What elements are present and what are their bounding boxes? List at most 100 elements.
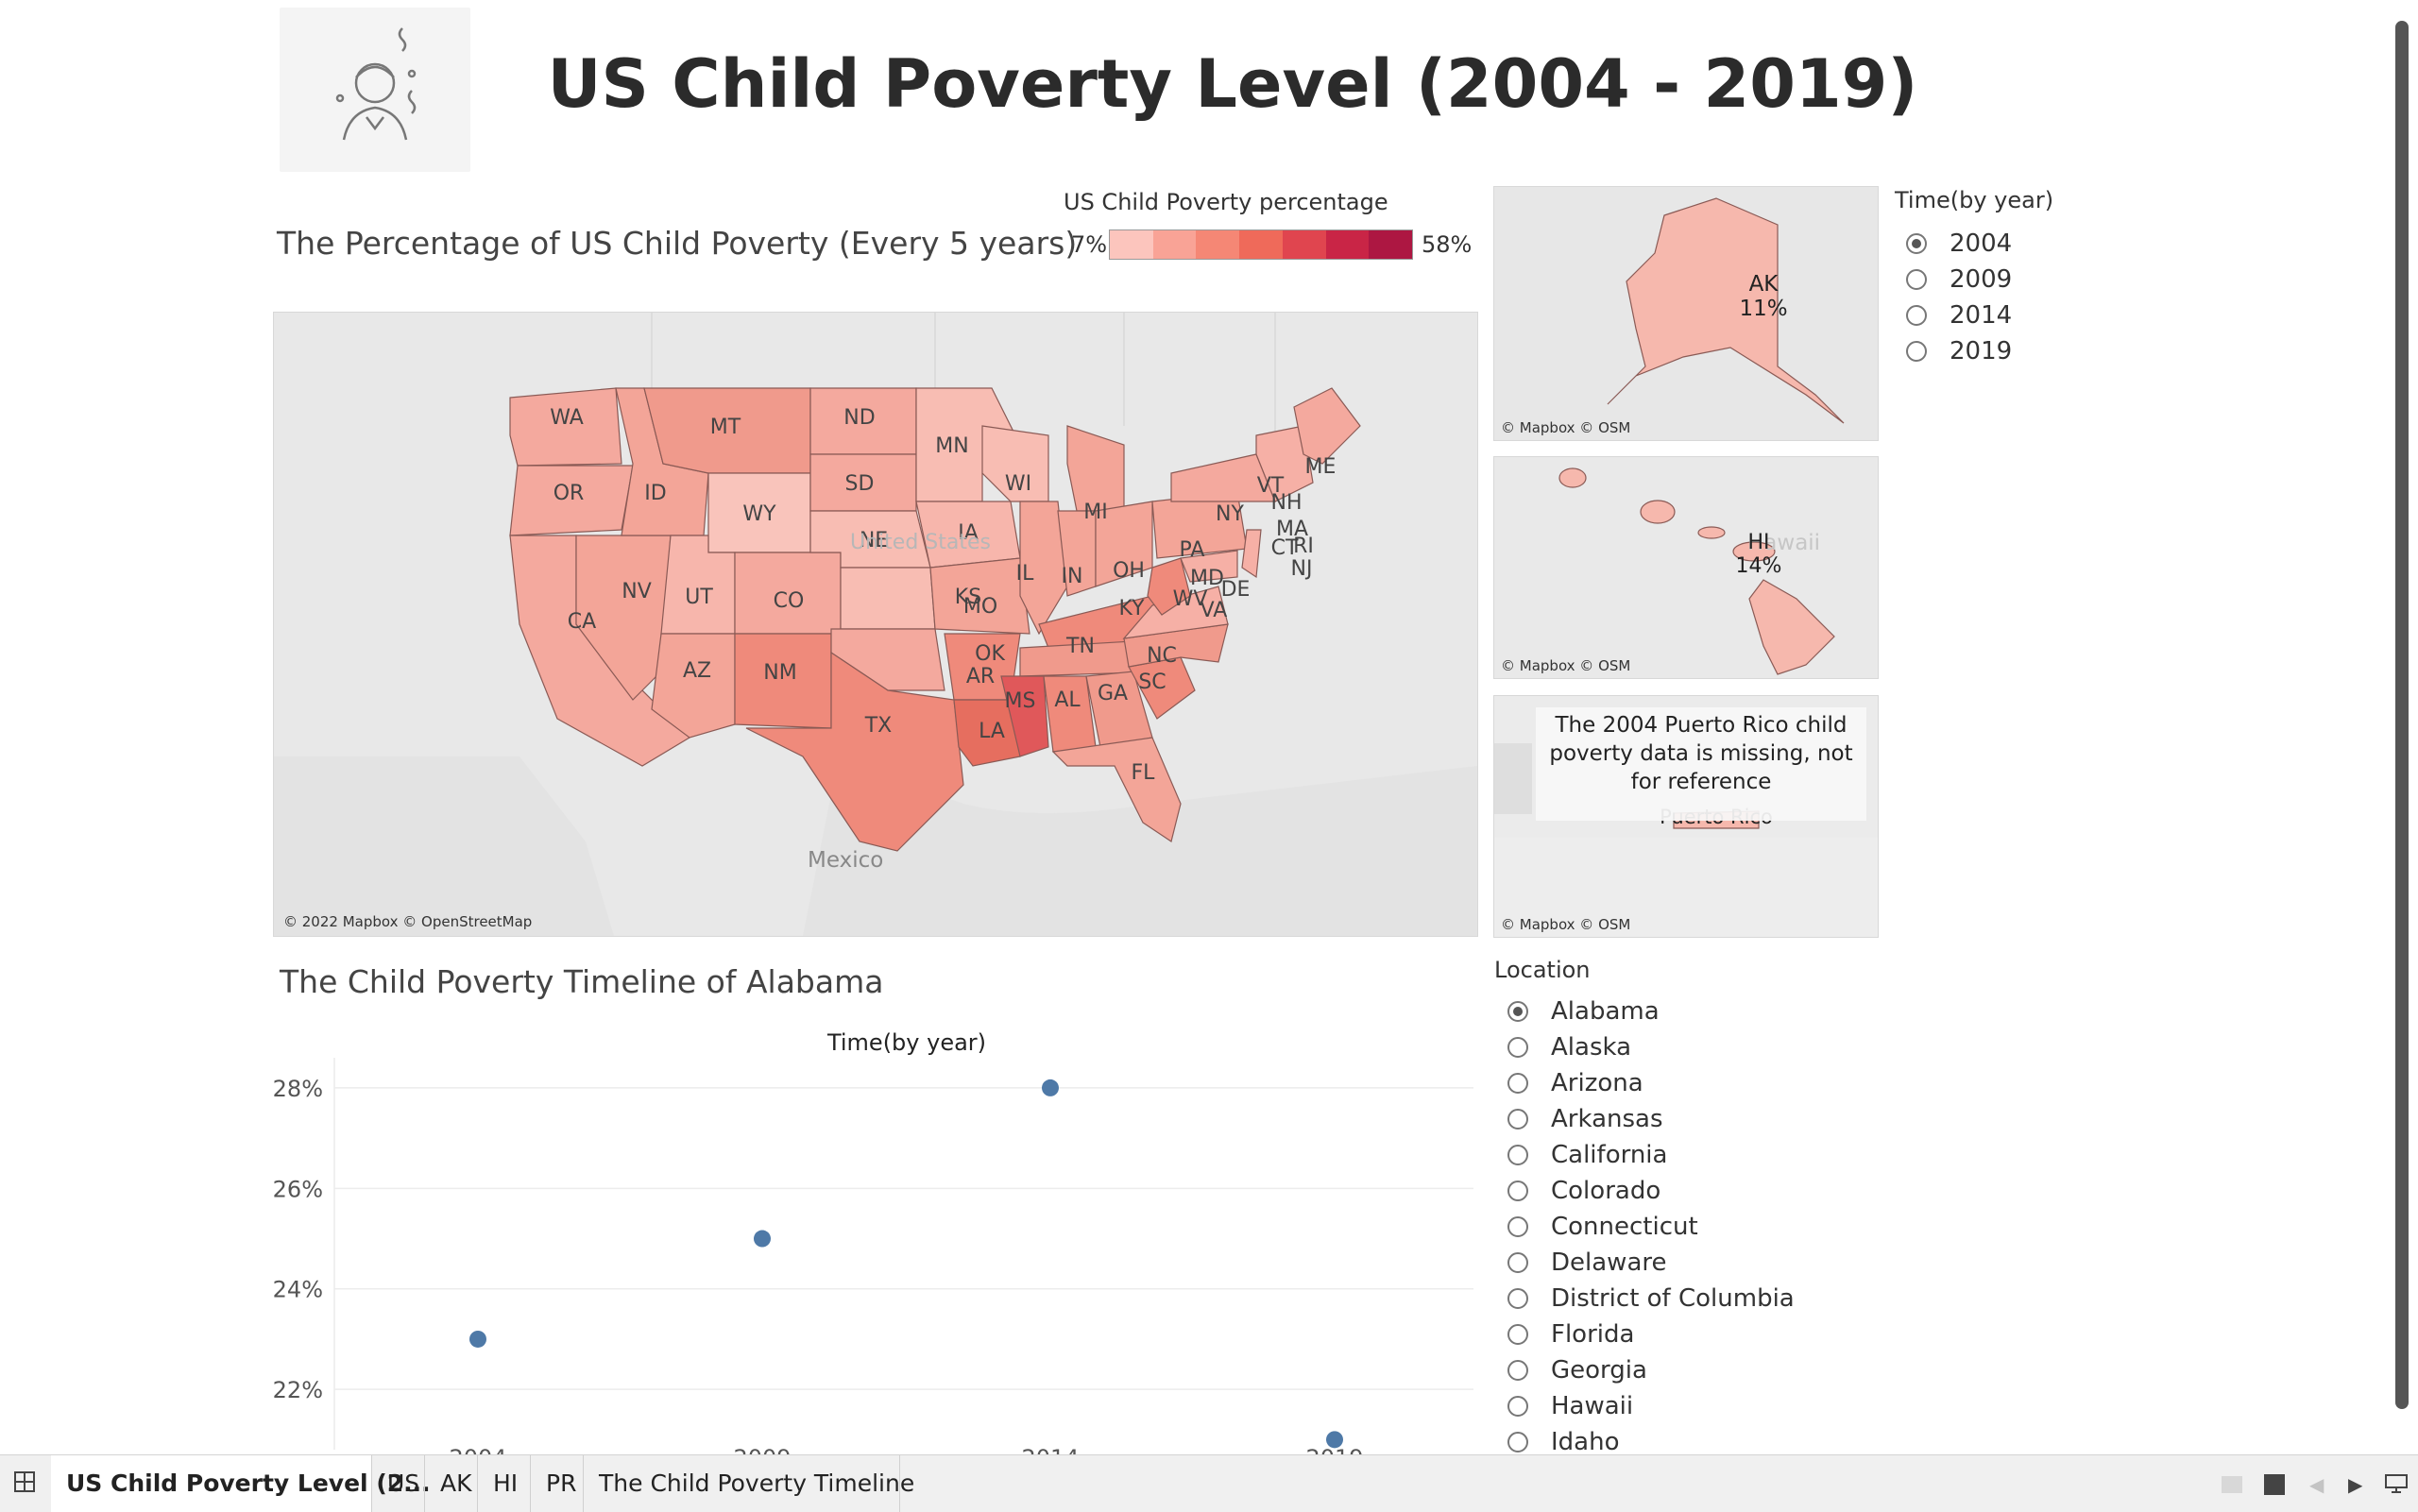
vertical-scrollbar[interactable] [2395, 21, 2409, 1409]
year-option-label: 2009 [1950, 265, 2013, 294]
radio-button[interactable] [1507, 1252, 1528, 1273]
filmstrip-view-icon[interactable] [2222, 1476, 2242, 1493]
radio-button[interactable] [1507, 1396, 1528, 1417]
timeline-scatter-chart[interactable]: 28% 26% 24% 22% 2004 2009 2014 2019 [255, 1058, 1483, 1454]
state-label: ME [1305, 455, 1337, 479]
location-option-label: Alaska [1551, 1033, 1632, 1062]
radio-button[interactable] [1507, 1109, 1528, 1130]
sheet-tab[interactable]: US Child Poverty Level (2... [51, 1455, 431, 1512]
data-point[interactable] [1042, 1079, 1059, 1096]
location-option[interactable]: Hawaii [1507, 1388, 1795, 1424]
state-label: NE [860, 529, 888, 552]
chart-top-axis-title: Time(by year) [826, 1029, 987, 1056]
sheet-tab[interactable]: HI [478, 1455, 531, 1512]
puerto-rico-inset-map[interactable]: Puerto Rico The 2004 Puerto Rico child p… [1493, 695, 1879, 938]
presentation-mode-icon[interactable] [2384, 1472, 2409, 1493]
location-option[interactable]: Connecticut [1507, 1209, 1795, 1245]
state-label: MN [935, 434, 968, 458]
state-al [1043, 675, 1097, 753]
state-label: IN [1062, 565, 1083, 588]
state-label: MA [1276, 518, 1308, 541]
x-tick-label: 2004 [449, 1445, 506, 1454]
state-label: NV [622, 580, 652, 603]
radio-button[interactable] [1507, 1145, 1528, 1165]
ak-attribution: © Mapbox © OSM [1501, 419, 1631, 436]
state-label: ND [843, 406, 875, 430]
state-label: MO [963, 595, 997, 619]
state-label: TX [864, 714, 893, 738]
radio-button[interactable] [1906, 233, 1927, 254]
grid-icon[interactable] [13, 1470, 36, 1493]
radio-button[interactable] [1507, 1216, 1528, 1237]
sheet-tab[interactable]: AK [425, 1455, 478, 1512]
radio-button[interactable] [1507, 1432, 1528, 1453]
location-option[interactable]: Delaware [1507, 1245, 1795, 1281]
state-label: VA [1200, 599, 1228, 622]
state-label: MI [1083, 501, 1107, 524]
state-ok [830, 628, 945, 691]
state-ms [1000, 675, 1049, 757]
state-label: OH [1113, 559, 1145, 583]
radio-button[interactable] [1507, 1288, 1528, 1309]
legend-swatch [1196, 230, 1240, 259]
year-option[interactable]: 2009 [1906, 262, 2012, 297]
year-option[interactable]: 2019 [1906, 333, 2012, 369]
year-option[interactable]: 2014 [1906, 297, 2012, 333]
sheet-tab[interactable]: US [372, 1455, 425, 1512]
location-option[interactable]: Colorado [1507, 1173, 1795, 1209]
radio-button[interactable] [1906, 341, 1927, 362]
data-point[interactable] [1326, 1431, 1343, 1449]
state-label: WY [742, 502, 776, 526]
legend-swatch [1282, 230, 1326, 259]
map-subtitle: The Percentage of US Child Poverty (Ever… [277, 225, 1078, 262]
data-point[interactable] [754, 1230, 771, 1248]
state-label: NH [1271, 491, 1303, 515]
alaska-inset-map[interactable]: AK 11% © Mapbox © OSM [1493, 186, 1879, 441]
location-option[interactable]: Georgia [1507, 1352, 1795, 1388]
location-option[interactable]: Alaska [1507, 1029, 1795, 1065]
location-option[interactable]: Arizona [1507, 1065, 1795, 1101]
location-option[interactable]: District of Columbia [1507, 1281, 1795, 1317]
state-label: TN [1065, 635, 1095, 658]
state-mo [929, 557, 1030, 635]
state-az [651, 633, 736, 739]
sheet-tab[interactable]: The Child Poverty Timeline [584, 1455, 914, 1512]
year-option[interactable]: 2004 [1906, 226, 2012, 262]
x-tick-label: 2014 [1021, 1445, 1079, 1454]
location-option[interactable]: California [1507, 1137, 1795, 1173]
radio-button[interactable] [1507, 1037, 1528, 1058]
pr-missing-data-note: The 2004 Puerto Rico child poverty data … [1536, 707, 1866, 821]
radio-button[interactable] [1507, 1181, 1528, 1201]
location-option-label: Delaware [1551, 1249, 1667, 1277]
state-va [1122, 586, 1229, 639]
location-option[interactable]: Arkansas [1507, 1101, 1795, 1137]
radio-button[interactable] [1507, 1073, 1528, 1094]
year-option-label: 2014 [1950, 301, 2013, 330]
data-point[interactable] [469, 1330, 486, 1348]
radio-button[interactable] [1906, 269, 1927, 290]
state-il [1019, 501, 1068, 636]
state-label: CO [774, 589, 805, 613]
location-option-label: Florida [1551, 1320, 1635, 1349]
state-ny [1170, 453, 1276, 502]
sheet-tab[interactable]: PR [531, 1455, 584, 1512]
state-label: MT [710, 416, 741, 439]
next-sheet-icon[interactable]: ▶ [2348, 1473, 2363, 1496]
state-label: NM [763, 661, 796, 685]
map-attribution: © 2022 Mapbox © OpenStreetMap [283, 913, 533, 930]
location-option[interactable]: Idaho [1507, 1424, 1795, 1460]
radio-button[interactable] [1507, 1001, 1528, 1022]
sheet-tab-bar: US Child Poverty Level (2... US AK HI PR The … [0, 1454, 2418, 1512]
radio-button[interactable] [1906, 305, 1927, 326]
location-option-label: California [1551, 1141, 1668, 1169]
single-view-icon[interactable] [2264, 1474, 2285, 1495]
previous-sheet-icon[interactable]: ◀ [2309, 1473, 2324, 1496]
us-choropleth-map[interactable]: WA MT ND MN OR ID SD WI MI WY NE IA IL IN OH PA NY ME VT NH… [273, 312, 1478, 937]
radio-button[interactable] [1507, 1324, 1528, 1345]
state-label: AR [966, 665, 995, 688]
location-option[interactable]: Alabama [1507, 994, 1795, 1029]
hi-value-label: 14% [1735, 554, 1782, 578]
radio-button[interactable] [1507, 1360, 1528, 1381]
location-option[interactable]: Florida [1507, 1317, 1795, 1352]
hawaii-inset-map[interactable]: Hawaii HI 14% © Mapbox © OSM [1493, 456, 1879, 679]
